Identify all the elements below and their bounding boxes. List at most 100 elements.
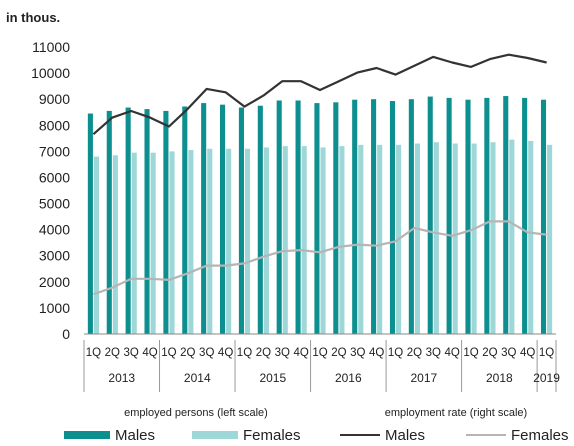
x-tick-label: 4Q [293,347,308,359]
x-tick-label: 1Q [86,347,101,359]
bar-females [150,152,156,334]
bar-females [244,148,251,334]
bar-females [112,155,118,334]
x-tick-label: 1Q [388,347,403,359]
bar-females [301,146,307,334]
year-label: 2016 [335,371,362,385]
x-tick-label: 1Q [161,347,176,359]
x-tick-label: 2Q [407,347,422,359]
x-tick-label: 1Q [237,347,252,359]
bar-females [226,148,232,334]
bar-females [263,147,269,334]
bar-males [408,99,414,334]
x-tick-label: 2Q [105,347,120,359]
year-label: 2013 [108,371,135,385]
y-tick-label: 3000 [39,248,70,264]
bar-females [490,142,496,334]
y-tick-label: 9000 [39,91,70,107]
bar-group-label: employed persons (left scale) [124,407,268,419]
y-axis-label: in thous. [6,10,60,25]
bar-females [320,147,326,334]
bar-females [169,151,175,334]
x-tick-label: 2Q [331,347,346,359]
legend-label-males-line: Males [385,426,426,444]
legend-swatch-males-line [340,434,380,436]
y-tick-label: 8000 [39,117,70,133]
bar-males [503,96,509,335]
x-tick-label: 1Q [312,347,327,359]
x-tick-label: 1Q [539,347,554,359]
x-tick-label: 4Q [142,347,157,359]
bar-males [522,97,528,334]
bar-males [182,106,188,334]
line-males [92,53,547,136]
bar-males [220,104,226,334]
legend-swatch-females-bar [192,431,238,439]
bar-females [339,146,345,334]
x-tick-label: 3Q [199,347,214,359]
bar-males [540,99,547,334]
legend-swatch-males-bar [64,431,110,439]
line-group-label: employment rate (right scale) [385,407,527,419]
y-tick-label: 5000 [39,196,70,212]
bar-females [547,144,553,334]
year-label: 2014 [184,371,211,385]
y-tick-label: 6000 [39,169,70,185]
y-tick-label: 1000 [39,300,70,316]
legend-item-females-line: Females [466,424,569,446]
x-tick-label: 3Q [501,347,516,359]
bar-females [188,150,194,334]
bar-males [484,97,490,334]
bar-males [333,102,339,334]
bar-males [276,100,282,335]
x-tick-label: 4Q [218,347,233,359]
x-tick-label: 2Q [482,347,497,359]
bar-females [282,146,288,334]
bar-males [389,101,396,334]
bar-males [238,107,244,334]
y-tick-label: 11000 [32,39,70,55]
x-tick-label: 4Q [369,347,384,359]
y-tick-label: 4000 [39,222,70,238]
legend-swatch-females-line [466,434,506,436]
bar-males [314,103,320,334]
bar-males [163,110,169,334]
y-tick-label: 0 [62,326,70,342]
year-label: 2017 [410,371,437,385]
x-tick-label: 2Q [256,347,271,359]
x-tick-label: 3Q [350,347,365,359]
legend-item-females-bar: Females [192,424,301,446]
x-tick-label: 3Q [275,347,290,359]
bar-females [93,156,100,334]
bar-females [528,140,534,334]
x-tick-label: 3Q [124,347,139,359]
x-tick-label: 4Q [444,347,459,359]
line-females [93,220,547,296]
bar-females [471,143,477,334]
legend-label-males-bar: Males [115,426,156,444]
y-tick-label: 10000 [31,65,70,81]
bar-males [295,100,301,335]
bar-males [427,96,433,334]
legend-item-males-bar: Males [64,424,155,446]
y-tick-label: 7000 [39,143,70,159]
bar-males [201,103,207,334]
bar-females [207,148,213,334]
year-label: 2018 [486,371,513,385]
x-tick-label: 2Q [180,347,195,359]
y-tick-label: 2000 [39,274,70,290]
bar-males [106,110,112,334]
bar-females [377,144,383,334]
year-label: 2019 [533,371,560,385]
bar-females [131,152,137,334]
bar-males [446,97,452,334]
bar-males [371,99,377,334]
bar-females [452,143,458,334]
bar-males [87,113,93,334]
bar-females [509,139,515,334]
bar-females [414,143,420,334]
bar-males [257,105,263,334]
x-tick-label: 1Q [463,347,478,359]
legend: Males Females Males Females [0,424,574,446]
